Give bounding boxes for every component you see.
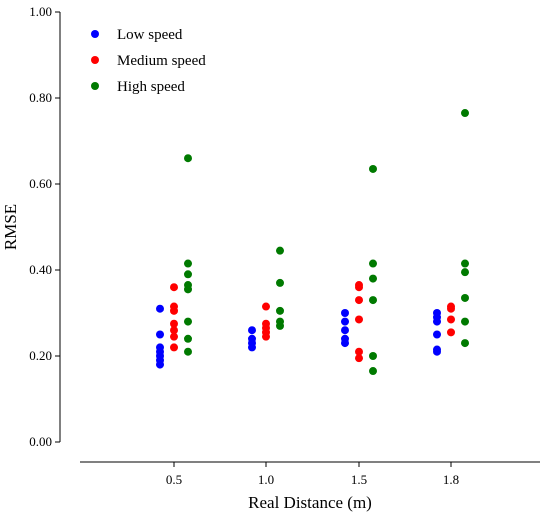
point-medium-speed (355, 347, 363, 356)
point-high-speed (369, 164, 377, 173)
point-high-speed (276, 321, 284, 330)
point-medium-speed (170, 319, 178, 328)
point-medium-speed (170, 343, 178, 352)
point-high-speed (184, 347, 192, 356)
point-medium-speed (170, 332, 178, 341)
point-high-speed (184, 334, 192, 343)
x-ticks: 0.5 1.0 1.5 1.8 (166, 462, 459, 487)
point-high-speed (461, 293, 469, 302)
y-ticks: 0.00 0.20 0.40 0.60 0.80 1.00 (29, 4, 60, 449)
point-high-speed (461, 259, 469, 268)
y-tick-label: 1.00 (29, 4, 52, 19)
legend-marker (91, 30, 99, 38)
point-low-speed (341, 339, 349, 348)
point-medium-speed (447, 315, 455, 324)
point-high-speed (184, 317, 192, 326)
x-axis-title: Real Distance (m) (248, 493, 372, 512)
point-low-speed (248, 326, 256, 335)
point-medium-speed (355, 296, 363, 305)
point-high-speed (276, 306, 284, 315)
point-low-speed (341, 309, 349, 317)
y-axis-title: RMSE (1, 204, 20, 250)
legend-marker (91, 82, 99, 90)
data-points (156, 109, 469, 376)
point-low-speed (341, 317, 349, 326)
point-medium-speed (170, 306, 178, 315)
point-high-speed (461, 109, 469, 118)
point-high-speed (461, 268, 469, 277)
point-low-speed (156, 330, 164, 339)
point-high-speed (461, 317, 469, 326)
x-tick-label: 1.0 (258, 472, 274, 487)
legend-label: Medium speed (117, 53, 206, 69)
legend-label: High speed (117, 79, 185, 95)
point-low-speed (156, 360, 164, 369)
point-low-speed (433, 347, 441, 356)
point-low-speed (156, 304, 164, 313)
legend-marker (91, 56, 99, 64)
y-tick-label: 0.00 (29, 434, 52, 449)
y-tick-label: 0.80 (29, 90, 52, 105)
point-high-speed (184, 285, 192, 294)
point-low-speed (433, 330, 441, 339)
y-tick-label: 0.40 (29, 262, 52, 277)
y-tick-label: 0.60 (29, 176, 52, 191)
point-medium-speed (355, 315, 363, 324)
point-medium-speed (447, 328, 455, 337)
point-high-speed (369, 259, 377, 268)
point-medium-speed (170, 283, 178, 292)
point-high-speed (369, 367, 377, 376)
point-medium-speed (447, 304, 455, 313)
point-low-speed (341, 326, 349, 335)
legend-label: Low speed (117, 27, 183, 43)
point-low-speed (433, 317, 441, 326)
point-high-speed (369, 296, 377, 305)
point-high-speed (461, 339, 469, 348)
point-low-speed (248, 343, 256, 352)
point-high-speed (369, 352, 377, 360)
point-high-speed (184, 259, 192, 268)
legend: Low speed Medium speed High speed (91, 27, 206, 95)
x-tick-label: 1.8 (443, 472, 459, 487)
point-medium-speed (262, 332, 270, 341)
point-high-speed (184, 270, 192, 279)
point-high-speed (184, 154, 192, 163)
y-tick-label: 0.20 (29, 348, 52, 363)
x-tick-label: 0.5 (166, 472, 182, 487)
point-high-speed (276, 246, 284, 255)
point-medium-speed (355, 354, 363, 363)
point-medium-speed (262, 302, 270, 311)
x-tick-label: 1.5 (351, 472, 367, 487)
point-high-speed (276, 278, 284, 287)
point-high-speed (369, 274, 377, 283)
point-medium-speed (170, 326, 178, 335)
point-medium-speed (355, 283, 363, 292)
